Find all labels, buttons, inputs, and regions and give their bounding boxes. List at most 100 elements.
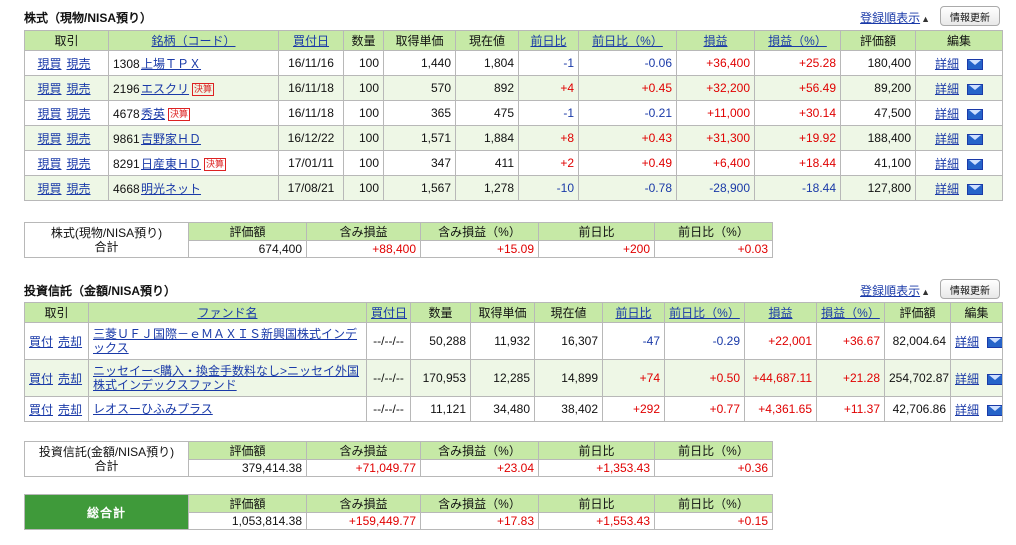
sell-link[interactable]: 売却 <box>58 402 83 417</box>
summary-h-pl: 含み損益 <box>306 222 421 241</box>
stocks-refresh-button[interactable]: 情報更新 <box>940 6 1000 26</box>
qty: 100 <box>343 175 384 201</box>
sell-link[interactable]: 売却 <box>58 334 83 349</box>
buy-link[interactable]: 現買 <box>37 181 62 196</box>
stock-code: 8291 <box>113 156 140 171</box>
detail-link[interactable]: 詳細 <box>955 402 980 417</box>
total-pl: +159,449.77 <box>306 512 421 530</box>
detail-link[interactable]: 詳細 <box>934 156 959 171</box>
mail-icon[interactable] <box>987 336 1002 348</box>
earnings-badge[interactable]: 決算 <box>192 82 215 96</box>
sell-link[interactable]: 現売 <box>66 56 91 71</box>
fcol-chg-pct[interactable]: 前日比（%） <box>664 302 745 323</box>
table-row: 現買 現売 1308上場ＴＰＸ 16/11/16 100 1,440 1,804 -1 -0.0… <box>24 50 1003 76</box>
stock-name-link[interactable]: 明光ネット <box>141 181 202 196</box>
fcol-pl-pct[interactable]: 損益（%） <box>816 302 885 323</box>
col-cost: 取得単価 <box>383 30 456 51</box>
summary-pl: +88,400 <box>306 240 421 258</box>
stocks-summary-label: 株式(現物/NISA預り) 合計 <box>24 222 189 258</box>
col-chg[interactable]: 前日比 <box>518 30 579 51</box>
stocks-sort-order-link[interactable]: 登録順表示▲ <box>860 11 930 25</box>
chg-pct: -0.06 <box>578 50 677 76</box>
funds-sort-order-link[interactable]: 登録順表示▲ <box>860 284 930 298</box>
grand-total-label: 総合計 <box>24 494 189 530</box>
edit-cell: 詳細 <box>915 50 1003 76</box>
table-row: 現買 現売 4668明光ネット 17/08/21 100 1,567 1,278 -10 -0.… <box>24 175 1003 201</box>
stock-name-link[interactable]: エスクリ <box>141 81 190 96</box>
mail-icon[interactable] <box>987 373 1002 385</box>
summary-h-pl-pct: 含み損益（%） <box>420 222 539 241</box>
qty: 50,288 <box>410 322 471 360</box>
buy-link[interactable]: 現買 <box>37 131 62 146</box>
earnings-badge[interactable]: 決算 <box>168 107 191 121</box>
col-pl-pct[interactable]: 損益（%） <box>754 30 841 51</box>
mail-icon[interactable] <box>967 58 983 70</box>
col-buy-date[interactable]: 買付日 <box>278 30 344 51</box>
col-value: 評価額 <box>840 30 916 51</box>
fcol-cost: 取得単価 <box>470 302 535 323</box>
funds-section-header: 投資信託（金額/NISA預り） 登録順表示▲ 情報更新 <box>24 279 1000 301</box>
buy-date: 16/11/18 <box>278 75 344 101</box>
fund-name-link[interactable]: ニッセイー<購入・換金手数料なし>ニッセイ外国株式インデックスファンド <box>93 364 360 392</box>
col-qty: 数量 <box>343 30 384 51</box>
total-chg: +1,553.43 <box>538 512 655 530</box>
sell-link[interactable]: 現売 <box>66 106 91 121</box>
col-chg-pct[interactable]: 前日比（%） <box>578 30 677 51</box>
detail-link[interactable]: 詳細 <box>934 181 959 196</box>
sell-link[interactable]: 売却 <box>58 371 83 386</box>
fund-name-link[interactable]: 三菱ＵＦＪ国際－ｅＭＡＸＩＳ新興国株式インデックス <box>93 327 358 355</box>
fcol-buy-date[interactable]: 買付日 <box>366 302 411 323</box>
stock-name-link[interactable]: 吉野家ＨＤ <box>141 131 202 146</box>
sell-link[interactable]: 現売 <box>66 81 91 96</box>
summary-chg-pct: +0.03 <box>654 240 773 258</box>
buy-link[interactable]: 買付 <box>29 334 54 349</box>
col-name[interactable]: 銘柄（コード） <box>108 30 279 51</box>
buy-link[interactable]: 買付 <box>29 402 54 417</box>
fcol-pl[interactable]: 損益 <box>744 302 817 323</box>
earnings-badge[interactable]: 決算 <box>204 157 227 171</box>
funds-refresh-button[interactable]: 情報更新 <box>940 279 1000 299</box>
sell-link[interactable]: 現売 <box>66 156 91 171</box>
detail-link[interactable]: 詳細 <box>955 371 980 386</box>
detail-link[interactable]: 詳細 <box>955 334 980 349</box>
mail-icon[interactable] <box>987 404 1002 416</box>
buy-link[interactable]: 現買 <box>37 156 62 171</box>
fund-name-link[interactable]: レオスーひふみプラス <box>93 402 213 416</box>
mail-icon[interactable] <box>967 108 983 120</box>
chg: +74 <box>602 359 665 397</box>
detail-link[interactable]: 詳細 <box>934 131 959 146</box>
sell-link[interactable]: 現売 <box>66 181 91 196</box>
detail-link[interactable]: 詳細 <box>934 106 959 121</box>
table-row: 買付 売却 三菱ＵＦＪ国際－ｅＭＡＸＩＳ新興国株式インデックス --/--/-- 50,… <box>24 322 1003 360</box>
col-edit: 編集 <box>915 30 1003 51</box>
fcol-chg[interactable]: 前日比 <box>602 302 665 323</box>
pl-pct: +25.28 <box>754 50 841 76</box>
mail-icon[interactable] <box>967 158 983 170</box>
chg-pct: -0.78 <box>578 175 677 201</box>
funds-section-title: 投資信託（金額/NISA預り） <box>24 284 177 298</box>
mail-icon[interactable] <box>967 133 983 145</box>
funds-summary-header: 投資信託(金額/NISA預り) 合計 評価額 含み損益 含み損益（%） 前日比 前… <box>24 441 773 477</box>
stock-code: 4678 <box>113 106 140 121</box>
detail-link[interactable]: 詳細 <box>934 81 959 96</box>
chg: -10 <box>518 175 579 201</box>
funds-summary-table: 投資信託(金額/NISA預り) 合計 評価額 含み損益 含み損益（%） 前日比 前… <box>24 441 773 477</box>
summary-h-chg-pct: 前日比（%） <box>654 222 773 241</box>
stock-name-link[interactable]: 上場ＴＰＸ <box>141 56 202 71</box>
fcol-name[interactable]: ファンド名 <box>88 302 367 323</box>
buy-link[interactable]: 現買 <box>37 56 62 71</box>
col-pl[interactable]: 損益 <box>676 30 755 51</box>
value: 82,004.64 <box>884 322 951 360</box>
pl: +44,687.11 <box>744 359 817 397</box>
mail-icon[interactable] <box>967 183 983 195</box>
buy-link[interactable]: 現買 <box>37 81 62 96</box>
buy-link[interactable]: 現買 <box>37 106 62 121</box>
stock-name-link[interactable]: 日産東ＨＤ <box>141 156 202 171</box>
mail-icon[interactable] <box>967 83 983 95</box>
detail-link[interactable]: 詳細 <box>934 56 959 71</box>
sell-link[interactable]: 現売 <box>66 131 91 146</box>
buy-link[interactable]: 買付 <box>29 371 54 386</box>
price: 38,402 <box>534 396 603 422</box>
edit-cell: 詳細 <box>950 359 1003 397</box>
stock-name-link[interactable]: 秀英 <box>141 106 166 121</box>
